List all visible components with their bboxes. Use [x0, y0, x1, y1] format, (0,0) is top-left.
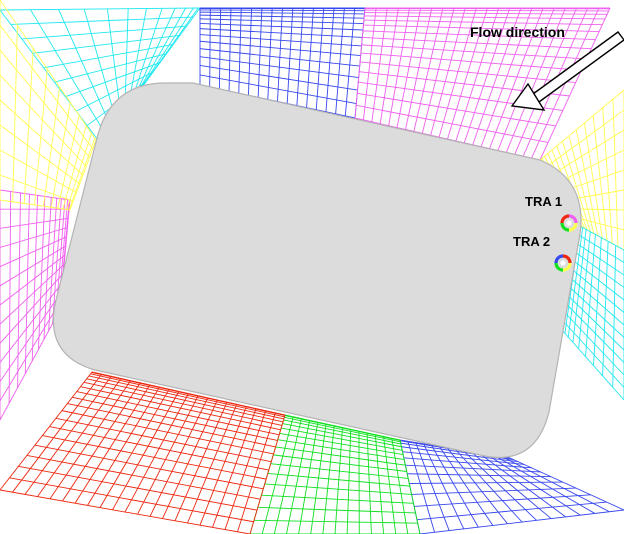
arrow-shaft — [532, 31, 624, 103]
tra2-marker — [554, 254, 572, 272]
flow-direction-label: Flow direction — [470, 24, 565, 40]
tra1-marker — [560, 214, 578, 232]
probe-markers — [554, 214, 578, 272]
mesh-block-top-center — [199, 7, 366, 119]
arrow-head — [510, 82, 546, 111]
tra1-label: TRA 1 — [525, 194, 562, 209]
vehicle-body — [52, 82, 582, 459]
flow-direction-arrow — [510, 31, 624, 111]
mesh-block-left-upper — [0, 0, 97, 211]
mesh-block-bottom-left — [0, 371, 286, 534]
tra2-label: TRA 2 — [513, 234, 550, 249]
mesh-block-bottom-right — [399, 439, 624, 534]
mesh-block-left-lower — [0, 189, 71, 421]
mesh-block-bottom-center — [249, 414, 421, 534]
mesh-block-top-right — [354, 7, 611, 161]
